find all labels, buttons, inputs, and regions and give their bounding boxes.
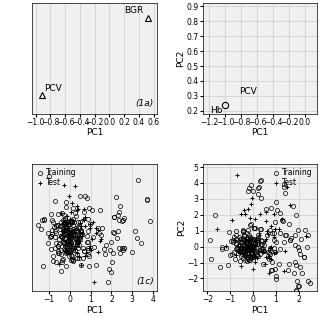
Test bbox=[74, 184, 77, 188]
Training bbox=[59, 269, 63, 273]
Test bbox=[79, 224, 83, 228]
Test bbox=[267, 271, 271, 275]
Training bbox=[120, 219, 124, 223]
Training bbox=[47, 174, 51, 178]
Text: (1a): (1a) bbox=[135, 100, 154, 108]
Training bbox=[238, 259, 242, 263]
Legend: Training, Test: Training, Test bbox=[36, 168, 77, 188]
Test bbox=[79, 263, 83, 267]
Y-axis label: PC2: PC2 bbox=[176, 50, 185, 67]
Training bbox=[106, 280, 109, 284]
X-axis label: PC1: PC1 bbox=[86, 306, 103, 315]
Y-axis label: PC2: PC2 bbox=[177, 219, 186, 236]
X-axis label: PC1: PC1 bbox=[251, 306, 268, 315]
Training bbox=[145, 198, 149, 202]
X-axis label: PC1: PC1 bbox=[251, 128, 268, 138]
Training bbox=[287, 303, 291, 307]
Training bbox=[251, 189, 255, 193]
Training bbox=[96, 226, 100, 230]
Test bbox=[76, 236, 80, 240]
Test bbox=[238, 244, 242, 248]
Test bbox=[94, 231, 98, 235]
Test bbox=[234, 253, 237, 257]
Test bbox=[282, 269, 286, 273]
Line: Training: Training bbox=[207, 178, 312, 307]
Training bbox=[259, 178, 263, 182]
Test bbox=[70, 218, 74, 222]
Test bbox=[269, 257, 273, 261]
Text: PCV: PCV bbox=[44, 84, 61, 93]
Training bbox=[63, 218, 67, 222]
Training bbox=[277, 262, 281, 266]
Training bbox=[246, 228, 250, 232]
Training bbox=[61, 218, 65, 222]
Training bbox=[238, 240, 242, 244]
Text: Hb: Hb bbox=[210, 106, 223, 115]
Test bbox=[62, 183, 66, 187]
Training bbox=[236, 244, 240, 247]
Test bbox=[233, 238, 237, 242]
Text: (1c): (1c) bbox=[136, 277, 154, 286]
Training bbox=[77, 256, 81, 260]
Test bbox=[92, 280, 96, 284]
X-axis label: PC1: PC1 bbox=[86, 128, 103, 138]
Legend: Training, Test: Training, Test bbox=[272, 168, 313, 188]
Test bbox=[283, 249, 287, 253]
Test bbox=[68, 218, 72, 221]
Test bbox=[78, 239, 82, 243]
Training bbox=[248, 242, 252, 246]
Line: Test: Test bbox=[214, 173, 308, 276]
Test bbox=[264, 219, 268, 223]
Test bbox=[260, 250, 264, 254]
Text: PCV: PCV bbox=[239, 87, 256, 96]
Line: Test: Test bbox=[57, 183, 103, 284]
Line: Training: Training bbox=[36, 174, 152, 284]
Text: BGR: BGR bbox=[124, 6, 143, 15]
Test bbox=[235, 173, 239, 177]
Training bbox=[71, 223, 75, 227]
